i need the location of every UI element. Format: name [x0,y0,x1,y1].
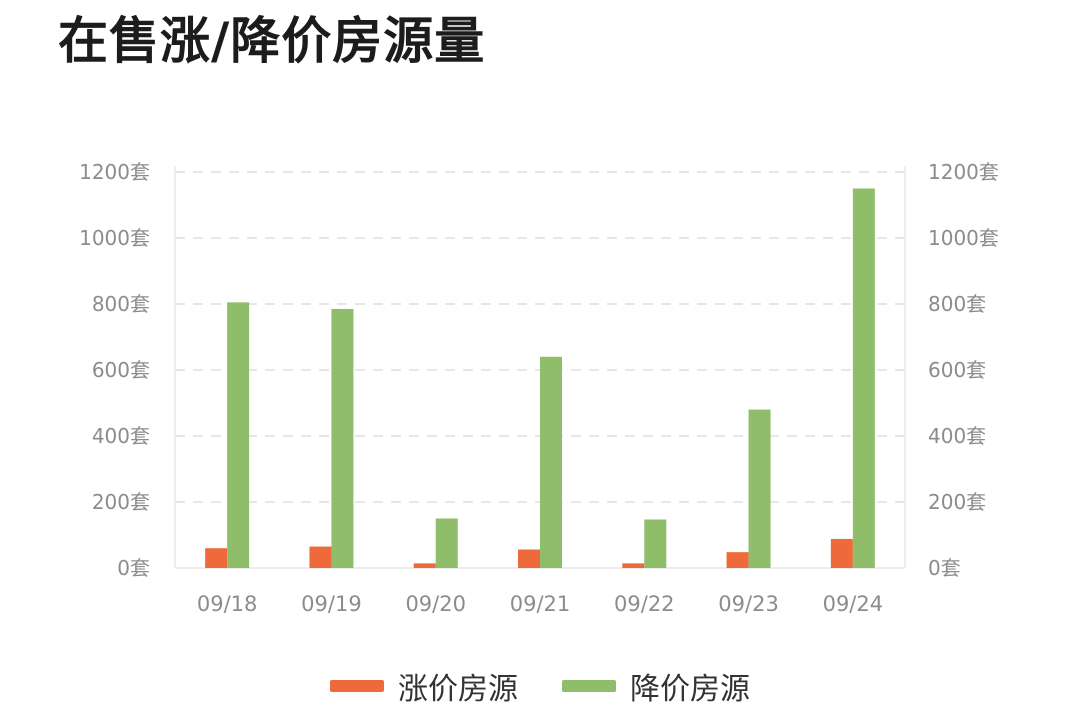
x-tick-label: 09/19 [301,592,362,616]
bar-fall[interactable] [748,409,771,568]
bar-fall[interactable] [852,188,875,569]
page-title: 在售涨/降价房源量 [58,12,486,70]
legend-label-rise: 涨价房源 [398,672,518,707]
bar-rise[interactable] [205,548,228,568]
x-tick-label: 09/20 [405,592,466,616]
x-tick-label: 09/18 [197,592,258,616]
y-tick-label-left: 800套 [92,292,150,316]
legend-swatch-rise [330,680,384,692]
y-tick-label-right: 600套 [928,358,986,382]
y-axis-left-ticks: 1200套 1000套 800套 600套 400套 200套 0套 [79,160,150,580]
y-tick-label-left: 600套 [92,358,150,382]
x-tick-label: 09/23 [718,592,779,616]
y-tick-label-right: 200套 [928,490,986,514]
bar-rise[interactable] [309,546,332,568]
legend-item-fall[interactable]: 降价房源 [562,664,750,708]
bar-fall[interactable] [227,302,250,568]
x-tick-label: 09/21 [510,592,571,616]
legend: 涨价房源 降价房源 [0,664,1080,708]
y-tick-label-left: 1000套 [79,226,150,250]
y-tick-label-right: 1200套 [928,160,999,184]
x-tick-label: 09/24 [823,592,884,616]
y-tick-label-right: 0套 [928,556,961,580]
bar-rise[interactable] [726,552,749,568]
legend-label-fall: 降价房源 [630,672,750,707]
legend-item-rise[interactable]: 涨价房源 [330,664,518,708]
bar-fall[interactable] [331,308,354,568]
y-axis-right-ticks: 1200套 1000套 800套 600套 400套 200套 0套 [928,160,999,580]
bar-fall[interactable] [540,356,562,568]
y-tick-label-left: 200套 [92,490,150,514]
bars [205,188,875,569]
y-tick-label-right: 400套 [928,424,986,448]
bar-rise[interactable] [830,538,853,568]
x-tick-label: 09/22 [614,592,675,616]
x-axis-ticks: 09/18 09/19 09/20 09/21 09/22 09/23 09/24 [197,592,883,616]
bar-fall[interactable] [644,519,667,568]
y-tick-label-left: 0套 [117,556,150,580]
bar-chart: 1200套 1000套 800套 600套 400套 200套 0套 1200套 1000套 8… [79,160,999,616]
legend-swatch-fall [562,680,616,692]
bar-rise[interactable] [518,549,540,568]
y-tick-label-left: 1200套 [79,160,150,184]
bar-rise[interactable] [622,563,645,568]
bar-fall[interactable] [435,518,458,569]
y-tick-label-right: 800套 [928,292,986,316]
y-tick-label-left: 400套 [92,424,150,448]
bar-rise[interactable] [413,563,436,568]
y-tick-label-right: 1000套 [928,226,999,250]
